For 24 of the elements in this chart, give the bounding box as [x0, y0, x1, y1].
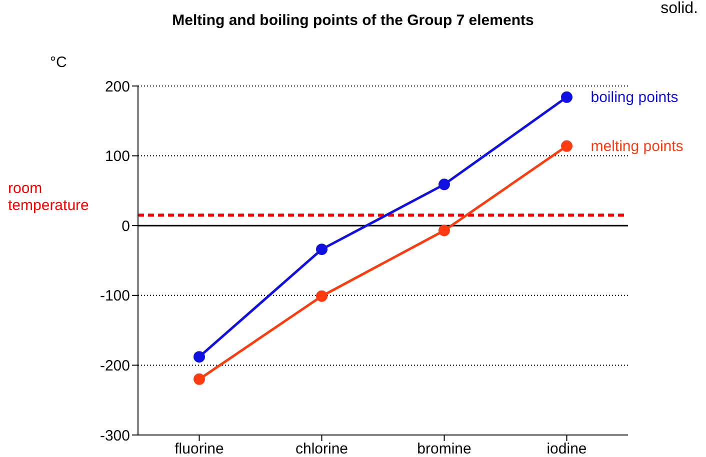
y-tick-label: 200 [104, 78, 130, 96]
point [194, 373, 205, 385]
y-tick-label: -200 [100, 358, 130, 375]
x-tick-label: iodine [546, 440, 587, 457]
point [561, 140, 572, 152]
point [316, 244, 328, 256]
x-tick-label: chlorine [295, 440, 348, 457]
chart-title: Melting and boiling points of the Group 7 elements [172, 12, 534, 29]
text: solid. [660, 0, 698, 18]
series-label: boiling points [590, 89, 678, 106]
y-tick-label: 100 [104, 148, 130, 166]
point [316, 290, 328, 302]
y-tick-label: -300 [100, 427, 130, 444]
x-tick-label: fluorine [174, 440, 224, 457]
point [561, 91, 572, 103]
x-tick-label: bromine [417, 440, 472, 457]
point [194, 351, 205, 363]
series-label: melting points [590, 138, 684, 156]
y-axis-title: °C [50, 54, 67, 71]
y-tick-label: 0 [122, 218, 130, 235]
point [438, 224, 450, 236]
point [438, 178, 450, 190]
ref-line-label: room temperature [8, 180, 89, 214]
y-tick-label: -100 [100, 288, 130, 305]
